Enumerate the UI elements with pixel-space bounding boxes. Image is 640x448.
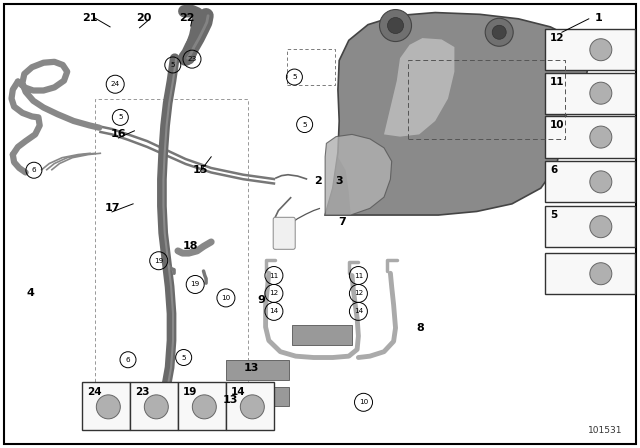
Text: 5: 5: [292, 74, 297, 80]
Text: 14: 14: [269, 308, 278, 314]
Text: 5: 5: [550, 210, 557, 220]
Text: 14: 14: [354, 308, 363, 314]
Bar: [545, 206, 635, 247]
Text: 17: 17: [104, 203, 120, 213]
Circle shape: [97, 395, 120, 419]
Text: 19: 19: [154, 258, 163, 264]
Text: 10: 10: [221, 295, 230, 301]
Bar: [408, 60, 565, 139]
Text: 15: 15: [193, 165, 208, 175]
Text: 6: 6: [125, 357, 131, 363]
Text: 9: 9: [257, 295, 265, 305]
Text: 4: 4: [27, 289, 35, 298]
Text: 23: 23: [188, 56, 196, 62]
Text: 22: 22: [179, 13, 195, 23]
Circle shape: [590, 82, 612, 104]
Text: 5: 5: [302, 121, 307, 128]
Polygon shape: [325, 13, 588, 215]
Circle shape: [590, 263, 612, 285]
Polygon shape: [325, 157, 351, 215]
Circle shape: [590, 126, 612, 148]
Bar: [287, 49, 335, 85]
Text: 8: 8: [417, 323, 424, 333]
Text: 20: 20: [136, 13, 152, 23]
Text: 12: 12: [550, 33, 564, 43]
Bar: [226, 382, 274, 430]
Text: 11: 11: [269, 272, 278, 279]
Polygon shape: [325, 134, 392, 215]
Text: 19: 19: [191, 281, 200, 288]
FancyBboxPatch shape: [273, 217, 295, 249]
Text: 5: 5: [118, 114, 123, 121]
Text: 2: 2: [314, 176, 322, 185]
Text: 5: 5: [181, 354, 186, 361]
FancyBboxPatch shape: [292, 325, 352, 345]
Text: 11: 11: [550, 77, 564, 86]
Bar: [130, 382, 178, 430]
Bar: [95, 99, 248, 412]
Circle shape: [388, 17, 404, 34]
Circle shape: [590, 171, 612, 193]
Text: 10: 10: [359, 399, 368, 405]
Text: 12: 12: [269, 290, 278, 297]
Text: 3: 3: [335, 176, 343, 185]
Text: 11: 11: [354, 272, 363, 279]
Text: 19: 19: [183, 387, 197, 396]
Bar: [545, 116, 635, 158]
Text: 13: 13: [243, 363, 259, 373]
Text: 24: 24: [87, 387, 102, 396]
Bar: [545, 253, 635, 294]
Circle shape: [590, 215, 612, 238]
Text: 10: 10: [550, 121, 564, 130]
Text: 6: 6: [31, 167, 36, 173]
Bar: [545, 73, 635, 114]
Bar: [178, 382, 226, 430]
Text: 6: 6: [550, 165, 557, 175]
Text: 7: 7: [339, 217, 346, 227]
Bar: [545, 161, 635, 202]
Text: 18: 18: [183, 241, 198, 251]
Bar: [545, 29, 635, 70]
Polygon shape: [384, 38, 454, 137]
Circle shape: [241, 395, 264, 419]
Circle shape: [590, 39, 612, 61]
Circle shape: [492, 25, 506, 39]
Text: 13: 13: [223, 395, 238, 405]
FancyBboxPatch shape: [226, 387, 289, 406]
Text: 5: 5: [170, 62, 175, 68]
Text: 14: 14: [231, 387, 246, 396]
Text: 21: 21: [82, 13, 97, 23]
Text: 23: 23: [135, 387, 149, 396]
FancyBboxPatch shape: [226, 360, 289, 379]
Text: 24: 24: [111, 81, 120, 87]
Circle shape: [193, 395, 216, 419]
Text: 16: 16: [111, 129, 126, 139]
Text: 101531: 101531: [588, 426, 622, 435]
Bar: [82, 382, 130, 430]
Circle shape: [380, 9, 412, 42]
Text: 12: 12: [354, 290, 363, 297]
Circle shape: [485, 18, 513, 46]
Text: 1: 1: [595, 13, 602, 23]
Circle shape: [145, 395, 168, 419]
